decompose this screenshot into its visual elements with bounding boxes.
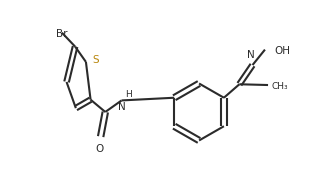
- Text: CH₃: CH₃: [272, 82, 289, 91]
- Text: S: S: [92, 55, 99, 65]
- Text: O: O: [95, 144, 103, 153]
- Text: N: N: [118, 102, 126, 112]
- Text: Br: Br: [56, 29, 67, 39]
- Text: H: H: [125, 90, 131, 99]
- Text: N: N: [247, 50, 255, 60]
- Text: OH: OH: [274, 46, 290, 56]
